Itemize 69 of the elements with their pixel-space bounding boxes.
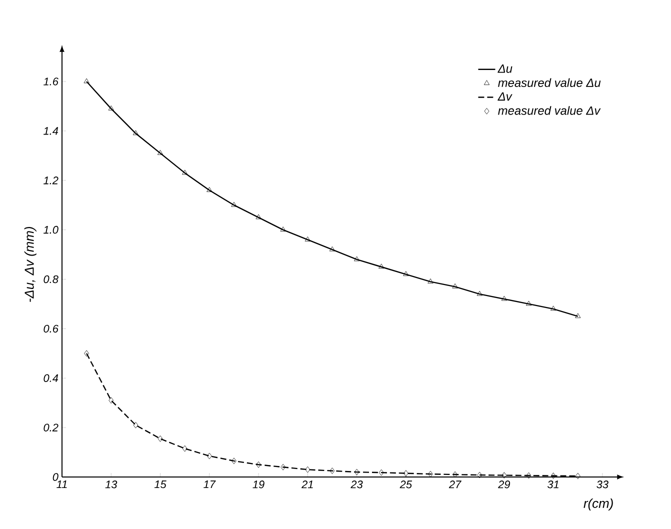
x-tick-label: 15 [154,480,166,488]
x-tick-label: 13 [105,480,118,488]
point [84,78,90,84]
x-tick-label: 29 [498,480,510,488]
x-tick-label: 25 [400,480,412,488]
point [354,468,360,476]
x-tick-label: 21 [301,480,313,488]
point [378,469,384,476]
y-tick-label: 1.2 [44,176,58,184]
legend-label: measured value Δu [498,78,601,88]
y-tick-label: 0 [52,473,58,481]
point [477,472,482,478]
point [526,472,532,479]
point [256,461,261,468]
y-axis-title: -Δu, Δv (mm) [24,227,36,302]
y-tick-label: 0.2 [44,424,58,432]
point [502,472,507,478]
point [329,246,336,252]
legend-label: Δv [498,92,512,101]
point [231,202,237,207]
point [182,445,188,452]
point [550,306,556,311]
point [133,422,138,428]
point [206,452,212,460]
y-tick-label: 1.6 [44,78,58,86]
point [550,472,556,479]
point [330,468,335,474]
point [157,150,164,155]
x-tick-label: 11 [56,480,67,488]
point [256,214,262,220]
point [132,130,138,136]
point [84,350,90,357]
legend-label: Δu [498,64,512,73]
x-tick-label: 33 [596,480,608,488]
point [378,264,384,269]
y-tick-label: 0.4 [44,374,58,382]
point [526,300,532,306]
point [428,470,433,478]
point [108,105,114,110]
y-tick-label: 0.8 [44,275,58,284]
point [232,458,236,464]
point [304,236,310,242]
point [354,256,360,262]
x-tick-label: 19 [252,480,264,488]
x-tick-label: 17 [204,480,216,488]
point [206,187,212,192]
x-tick-label: 27 [448,480,462,488]
point [428,278,434,284]
point [108,397,114,404]
y-tick-label: 1.4 [44,127,58,135]
point [305,466,310,473]
point [403,470,408,476]
point [501,296,507,301]
point [452,471,458,478]
x-axis-title: r(cm) [584,498,613,511]
point [476,290,482,296]
point [182,170,188,175]
x-tick-label: 31 [547,480,558,488]
point [452,283,458,288]
y-tick-label: 0.6 [44,324,58,333]
x-tick-label: 23 [350,480,363,488]
point [158,435,163,442]
legend-label: measured value Δv [498,106,601,115]
point [280,226,286,232]
y-tick-label: 1.0 [44,226,58,234]
point [575,472,580,480]
point [575,313,581,318]
point [403,271,409,276]
point [280,464,286,470]
